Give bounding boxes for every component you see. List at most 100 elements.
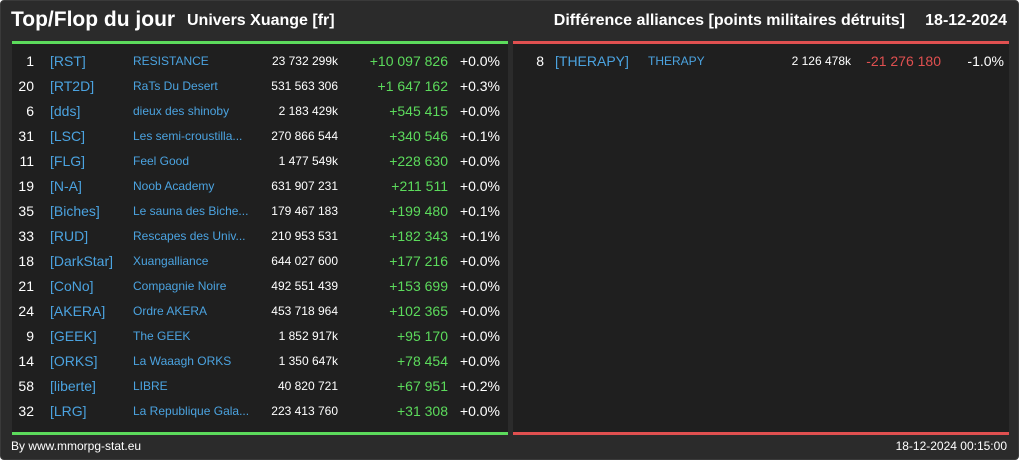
percent-cell: +0.0% [459, 328, 500, 344]
percent-cell: +0.0% [459, 103, 500, 119]
alliance-name-link[interactable]: Noob Academy [133, 179, 215, 193]
alliance-tag-link[interactable]: [ORKS] [50, 353, 98, 369]
diff-cell: +102 365 [389, 303, 448, 319]
diff-cell: +340 546 [389, 128, 448, 144]
top-row: 32 [LRG] La Republique Gala... 223 413 760 +… [12, 399, 508, 424]
diff-cell: +153 699 [389, 278, 448, 294]
alliance-tag-link[interactable]: [LSC] [50, 128, 86, 144]
percent-cell: +0.0% [459, 353, 500, 369]
alliance-name-link[interactable]: Xuangalliance [133, 254, 209, 268]
alliance-tag-link[interactable]: [LRG] [50, 403, 87, 419]
percent-cell: +0.0% [459, 303, 500, 319]
percent-cell: +0.0% [459, 403, 500, 419]
alliance-tag-link[interactable]: [AKERA] [50, 303, 106, 319]
alliance-name-link[interactable]: La Waaagh ORKS [133, 354, 232, 368]
top-alliances-panel: 1 [RST] RESISTANCE 23 732 299k +10 097 826 +0… [12, 41, 508, 435]
page-title: Top/Flop du jour [11, 8, 176, 31]
alliance-tag-link[interactable]: [THERAPY] [555, 53, 629, 69]
diff-cell: +10 097 826 [369, 53, 448, 69]
top-row: 35 [Biches] Le sauna des Biche... 179 467 1… [12, 199, 508, 224]
rank-cell: 8 [536, 53, 544, 69]
alliance-tag-link[interactable]: [FLG] [50, 153, 86, 169]
rank-cell: 11 [19, 153, 34, 169]
top-row: 18 [DarkStar] Xuangalliance 644 027 600 +177… [12, 249, 508, 274]
percent-cell: +0.1% [459, 203, 500, 219]
diff-cell: +67 951 [397, 378, 448, 394]
diff-cell: +211 511 [391, 178, 448, 194]
top-row: 24 [AKERA] Ordre AKERA 453 718 964 +102 365 +… [12, 299, 508, 324]
points-cell: 644 027 600 [271, 254, 338, 268]
diff-cell: +78 454 [397, 353, 448, 369]
rank-cell: 9 [26, 328, 34, 344]
alliance-name-link[interactable]: The GEEK [133, 329, 191, 343]
alliance-tag-link[interactable]: [Biches] [50, 203, 100, 219]
rank-cell: 33 [18, 228, 34, 244]
diff-cell: +182 343 [389, 228, 448, 244]
alliance-name-link[interactable]: dieux des shinoby [133, 104, 230, 118]
alliance-tag-link[interactable]: [dds] [50, 103, 81, 119]
rank-cell: 32 [18, 403, 34, 419]
alliance-tag-link[interactable]: [N-A] [50, 178, 82, 194]
points-cell: 210 953 531 [271, 229, 338, 243]
rank-cell: 24 [18, 303, 34, 319]
points-cell: 179 467 183 [271, 204, 338, 218]
top-row: 9 [GEEK] The GEEK 1 852 917k +95 170 +0.0% [12, 324, 508, 349]
flop-alliances-panel: 8 [THERAPY] THERAPY 2 126 478k -21 276 180 -1… [513, 41, 1009, 435]
rank-cell: 1 [26, 53, 34, 69]
alliance-name-link[interactable]: LIBRE [133, 379, 168, 393]
alliance-name-link[interactable]: Le sauna des Biche... [133, 204, 249, 218]
top-row: 6 [dds] dieux des shinoby 2 183 429k +545 41… [12, 99, 508, 124]
alliance-tag-link[interactable]: [GEEK] [50, 328, 97, 344]
alliance-name-link[interactable]: THERAPY [648, 54, 705, 68]
alliance-tag-link[interactable]: [RST] [50, 53, 86, 69]
top-row: 58 [liberte] LIBRE 40 820 721 +67 951 +0.2% [12, 374, 508, 399]
percent-cell: +0.0% [459, 253, 500, 269]
points-cell: 2 126 478k [791, 54, 851, 68]
percent-cell: +0.1% [459, 128, 500, 144]
points-cell: 270 866 544 [271, 129, 338, 143]
points-cell: 531 563 306 [271, 79, 338, 93]
percent-cell: +0.0% [459, 53, 500, 69]
universe-label: Univers Xuange [fr] [187, 12, 335, 29]
footer-timestamp: 18-12-2024 00:15:00 [895, 439, 1007, 453]
rank-cell: 31 [18, 128, 34, 144]
alliance-tag-link[interactable]: [CoNo] [50, 278, 94, 294]
alliance-name-link[interactable]: RaTs Du Desert [133, 79, 218, 93]
percent-cell: +0.1% [459, 228, 500, 244]
rank-cell: 6 [26, 103, 34, 119]
points-cell: 631 907 231 [271, 179, 338, 193]
points-cell: 2 183 429k [278, 104, 338, 118]
alliance-tag-link[interactable]: [RUD] [50, 228, 89, 244]
alliance-name-link[interactable]: Rescapes des Univ... [133, 229, 246, 243]
rank-cell: 35 [18, 203, 34, 219]
points-cell: 23 732 299k [271, 54, 338, 68]
top-row: 19 [N-A] Noob Academy 631 907 231 +211 511 +0… [12, 174, 508, 199]
diff-cell: +177 216 [389, 253, 448, 269]
alliance-name-link[interactable]: Les semi-croustilla... [133, 129, 243, 143]
points-cell: 1 477 549k [278, 154, 338, 168]
percent-cell: +0.0% [459, 278, 500, 294]
top-row: 14 [ORKS] La Waaagh ORKS 1 350 647k +78 454 +… [12, 349, 508, 374]
rank-cell: 58 [18, 378, 34, 394]
top-row: 21 [CoNo] Compagnie Noire 492 551 439 +153 6… [12, 274, 508, 299]
top-row: 33 [RUD] Rescapes des Univ... 210 953 531 +1… [12, 224, 508, 249]
alliance-name-link[interactable]: La Republique Gala... [133, 404, 250, 418]
alliance-name-link[interactable]: Feel Good [133, 154, 190, 168]
alliance-tag-link[interactable]: [DarkStar] [50, 253, 114, 269]
percent-cell: +0.2% [459, 378, 500, 394]
points-cell: 492 551 439 [271, 279, 338, 293]
alliance-name-link[interactable]: Ordre AKERA [133, 304, 208, 318]
rank-cell: 19 [18, 178, 34, 194]
percent-cell: +0.0% [459, 178, 500, 194]
points-cell: 223 413 760 [271, 404, 338, 418]
alliance-name-link[interactable]: RESISTANCE [133, 54, 209, 68]
top-row: 20 [RT2D] RaTs Du Desert 531 563 306 +1 647 … [12, 74, 508, 99]
alliance-tag-link[interactable]: [liberte] [50, 378, 96, 394]
top-row: 31 [LSC] Les semi-croustilla... 270 866 544… [12, 124, 508, 149]
top-row: 11 [FLG] Feel Good 1 477 549k +228 630 +0.0% [12, 149, 508, 174]
ranking-subtitle: Différence alliances [points militaires … [553, 12, 905, 29]
alliance-name-link[interactable]: Compagnie Noire [133, 279, 227, 293]
flop-row: 8 [THERAPY] THERAPY 2 126 478k -21 276 180 -1… [513, 49, 1009, 74]
alliance-tag-link[interactable]: [RT2D] [50, 78, 95, 94]
